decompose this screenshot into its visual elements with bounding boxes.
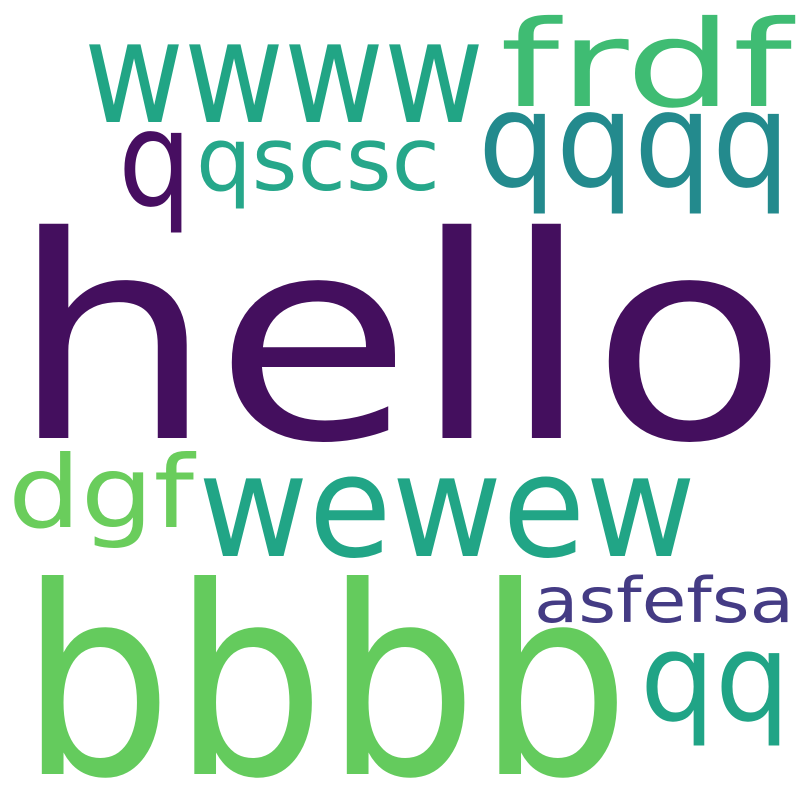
word-qq: qq (640, 607, 790, 749)
word-qqqq: qqqq (478, 64, 790, 218)
word-hello: hello (10, 176, 788, 505)
word-qscsc: qscsc (196, 108, 440, 211)
word-frdf: frdf (500, 0, 796, 135)
word-wwww: wwww (84, 0, 484, 156)
word-bbbb: bbbb (20, 531, 630, 800)
word-q: q (118, 83, 192, 237)
word-wewew: wewew (198, 425, 696, 590)
word-asfefsa: asfefsa (534, 564, 794, 637)
word-dgf: dgf (8, 434, 197, 551)
